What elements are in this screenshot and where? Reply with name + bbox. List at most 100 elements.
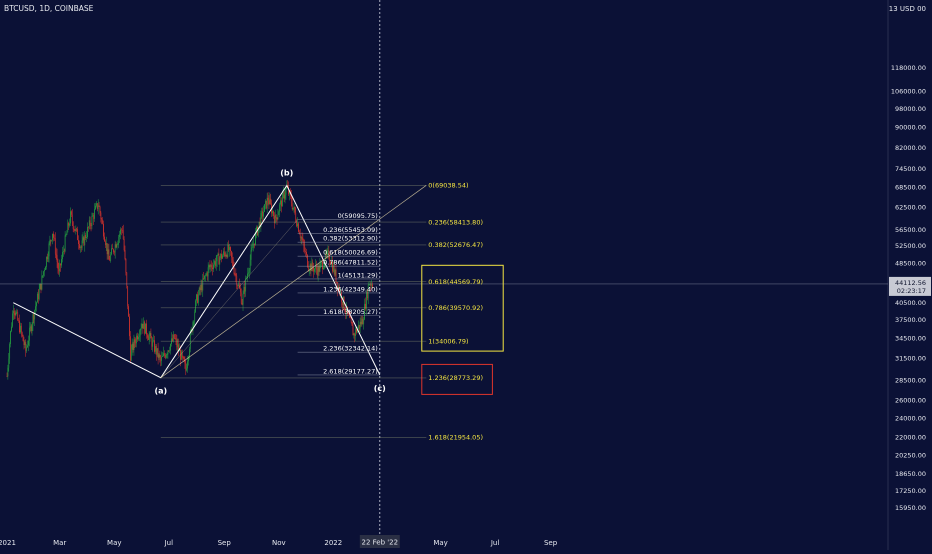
candle-body: [22, 335, 24, 342]
candle-body: [21, 332, 23, 336]
candle-body: [297, 223, 298, 227]
candle-body: [122, 230, 124, 239]
candle-body: [20, 325, 21, 333]
candle-body: [225, 255, 227, 257]
candle-body: [279, 204, 281, 212]
candle-body: [260, 213, 262, 227]
candle-body: [79, 246, 81, 248]
candle-body: [252, 247, 254, 248]
candle-body: [211, 265, 213, 268]
candle-body: [348, 312, 349, 315]
candle-body: [291, 203, 293, 210]
price-axis[interactable]: 118000.00 106000.00 98000.00 90000.00 82000.…: [887, 0, 926, 550]
candle-body: [33, 314, 35, 320]
candle-body: [139, 330, 141, 336]
candle-body: [334, 269, 336, 275]
candle-body: [251, 247, 253, 251]
candle-body: [250, 250, 252, 260]
candle-body: [134, 339, 136, 343]
candle-countdown: 02:23:17: [897, 287, 926, 295]
candle-body: [181, 351, 183, 357]
candle-body: [19, 320, 20, 333]
candle-body: [107, 249, 109, 255]
candle-body: [76, 228, 78, 230]
time-axis[interactable]: 2021 Mar May Jul Sep Nov 2022 May Jul Sep: [0, 539, 558, 547]
candle-body: [256, 227, 257, 233]
candle-body: [101, 219, 103, 221]
price-tick-label: 82000.00: [895, 144, 926, 152]
fib-level-label: 0.382(53312.90): [323, 235, 378, 243]
candle-body: [170, 343, 171, 351]
candle-body: [325, 253, 327, 255]
candle-body: [241, 303, 243, 305]
time-tick-label: Jul: [164, 539, 174, 547]
candle-body: [273, 211, 274, 216]
price-tick-label: 106000.00: [891, 88, 926, 96]
candle-body: [244, 287, 246, 292]
candle-body: [339, 287, 340, 294]
time-tick-label: Nov: [272, 539, 286, 547]
candle-body: [55, 253, 57, 256]
candle-body: [104, 241, 106, 246]
candle-body: [116, 244, 118, 248]
price-tick-label: 90000.00: [895, 124, 926, 132]
candle-body: [222, 255, 223, 259]
candle-body: [242, 293, 244, 305]
candle-body: [84, 235, 86, 246]
candle-body: [68, 222, 70, 226]
candle-body: [330, 261, 331, 265]
candle-body: [61, 259, 62, 266]
candle-body: [185, 363, 187, 371]
candle-body: [72, 222, 74, 229]
crosshair-date-label: 22 Feb '22: [362, 539, 399, 547]
candle-body: [366, 292, 367, 309]
candle-body: [44, 270, 45, 272]
candle-body: [194, 312, 196, 322]
candle-body: [283, 192, 285, 199]
fib-level-label: 0.786(39570.92): [428, 304, 483, 312]
candle-body: [263, 211, 264, 217]
candle-body: [132, 343, 134, 350]
candle-body: [9, 344, 11, 359]
candle-body: [141, 323, 143, 328]
candle-body: [149, 333, 151, 336]
fib-level-label: 0.618(44569.79): [428, 278, 483, 286]
candle-body: [92, 215, 94, 216]
fib-extension-1: 0(59095.75) 0.236(55453.09)0.382(53312.90…: [297, 212, 380, 375]
candle-body: [48, 243, 50, 257]
candle-body: [53, 233, 54, 238]
candle-body: [270, 198, 272, 204]
candle-body: [208, 265, 210, 268]
candle-body: [174, 338, 176, 339]
candle-body: [266, 197, 268, 209]
price-tick-label: 56500.00: [895, 226, 926, 234]
candle-body: [182, 356, 184, 358]
candle-body: [69, 223, 70, 226]
candle-body: [204, 275, 205, 279]
candle-body: [367, 285, 369, 299]
candle-body: [212, 267, 213, 270]
candle-body: [329, 257, 331, 262]
candle-body: [230, 247, 231, 252]
candle-body: [236, 275, 238, 286]
candle-body: [131, 343, 133, 350]
candle-body: [138, 336, 139, 340]
candle-body: [153, 340, 154, 341]
candle-body: [275, 215, 277, 218]
candle-body: [87, 227, 88, 237]
candle-body: [197, 294, 198, 303]
candle-body: [180, 351, 182, 360]
wave-label: (b): [280, 169, 293, 178]
candle-body: [100, 212, 102, 219]
candle-body: [332, 265, 334, 272]
time-tick-label: Mar: [53, 539, 66, 547]
candle-body: [359, 321, 361, 329]
candle-body: [192, 322, 194, 332]
candle-body: [201, 284, 203, 291]
candle-body: [10, 331, 11, 345]
candle-body: [66, 232, 68, 235]
candle-body: [113, 252, 115, 253]
